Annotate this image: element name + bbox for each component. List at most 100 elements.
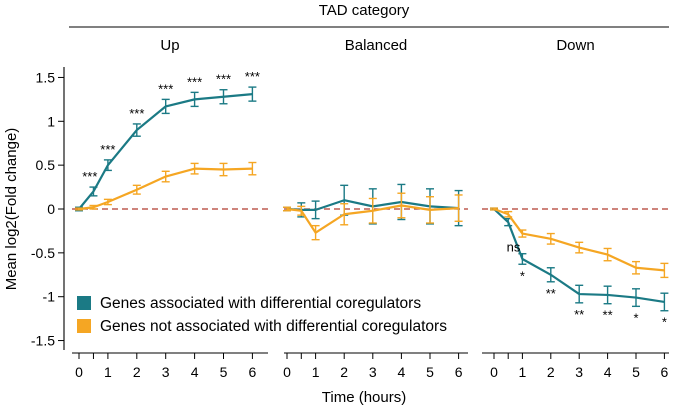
- series-line: [286, 204, 459, 234]
- x-tick-label: 3: [575, 364, 583, 380]
- x-tick-label: 2: [547, 364, 555, 380]
- x-tick-label: 1: [519, 364, 527, 380]
- error-bar: [283, 206, 291, 212]
- series-line: [286, 199, 459, 211]
- y-axis: 1.5 1 0.5 0 -0.5 -1 -1.5: [31, 67, 65, 350]
- y-tick-label: 1: [47, 113, 55, 129]
- error-bar: [161, 98, 170, 115]
- x-tick-label: 5: [632, 364, 640, 380]
- error-bar: [632, 260, 640, 275]
- error-bar: [89, 204, 98, 210]
- significance-label: **: [603, 308, 613, 323]
- significance-label: *: [662, 315, 667, 330]
- error-bar: [575, 284, 584, 304]
- legend-label-not-associated: Genes not associated with differential c…: [100, 318, 447, 335]
- error-bar: [504, 210, 513, 218]
- x-tick-label: 5: [426, 364, 434, 380]
- legend: Genes associated with differential coreg…: [77, 295, 447, 335]
- significance-label: *: [633, 310, 638, 325]
- error-bar: [248, 161, 257, 176]
- x-tick-label: 1: [104, 364, 112, 380]
- significance-label: **: [546, 286, 556, 301]
- panel-title: Up: [160, 37, 179, 54]
- error-bar: [132, 123, 141, 137]
- series-line: [493, 208, 665, 304]
- error-bar: [426, 196, 434, 224]
- y-tick-label: 0: [47, 201, 55, 217]
- significance-label: ***: [129, 106, 144, 121]
- series-associated: [490, 207, 669, 312]
- error-bar: [368, 197, 377, 224]
- series-not-associated: [75, 161, 257, 211]
- legend-swatch-associated: [77, 296, 91, 310]
- error-bar: [297, 205, 306, 216]
- y-axis-label: Mean log2(Fold change): [3, 128, 20, 291]
- y-tick-label: -1.5: [31, 333, 55, 349]
- series-line: [78, 167, 253, 211]
- error-bar: [397, 192, 406, 219]
- x-tick-label: 3: [162, 364, 170, 380]
- y-tick-label: -0.5: [31, 245, 55, 261]
- y-tick-label: -1: [43, 289, 56, 305]
- figure-title: TAD category: [319, 2, 410, 19]
- panel-title: Down: [556, 37, 594, 54]
- x-tick-label: 4: [191, 364, 199, 380]
- error-bar: [575, 241, 584, 254]
- x-tick-label: 0: [283, 364, 291, 380]
- x-tick-label: 0: [75, 364, 83, 380]
- significance-label: ***: [216, 72, 231, 87]
- panel-up: Up0 1 2 3 4 5 6************ *** *** ***: [72, 37, 268, 380]
- error-bar: [311, 200, 320, 220]
- error-bar: [89, 186, 98, 197]
- x-tick-label: 0: [490, 364, 498, 380]
- x-tick-label: 2: [340, 364, 348, 380]
- legend-swatch-not-associated: [77, 319, 91, 333]
- error-bar: [103, 198, 112, 206]
- error-bar: [132, 184, 141, 195]
- x-tick-label: 2: [133, 364, 141, 380]
- y-tick-label: 1.5: [36, 69, 56, 85]
- x-tick-label: 6: [661, 364, 669, 380]
- error-bar: [248, 86, 257, 102]
- significance-label: ***: [187, 74, 202, 89]
- x-tick-label: 4: [398, 364, 406, 380]
- error-bar: [632, 288, 640, 308]
- series-not-associated: [283, 192, 463, 241]
- error-bar: [546, 267, 555, 283]
- x-tick-label: 6: [455, 364, 463, 380]
- significance-label: ***: [100, 142, 115, 157]
- error-bar: [454, 194, 463, 222]
- significance-label: ns: [507, 240, 521, 255]
- y-tick-label: 0.5: [36, 157, 56, 173]
- x-tick-label: 3: [369, 364, 377, 380]
- series-not-associated: [490, 207, 669, 279]
- error-bar: [603, 247, 612, 262]
- error-bar: [518, 253, 527, 265]
- error-bar: [75, 207, 83, 211]
- error-bar: [103, 159, 112, 172]
- series-associated: [75, 86, 257, 212]
- error-bar: [603, 285, 612, 305]
- error-bar: [190, 91, 199, 108]
- error-bar: [546, 232, 555, 245]
- error-bar: [660, 292, 669, 312]
- error-bar: [190, 162, 199, 175]
- significance-label: *: [520, 268, 525, 283]
- legend-label-associated: Genes associated with differential coreg…: [100, 295, 421, 312]
- error-bar: [219, 89, 228, 105]
- significance-label: ***: [245, 69, 260, 84]
- significance-label: **: [574, 307, 584, 322]
- panel-title: Balanced: [345, 37, 408, 54]
- x-tick-label: 1: [312, 364, 320, 380]
- x-axis-label: Time (hours): [322, 389, 406, 406]
- error-bar: [518, 229, 527, 238]
- x-tick-label: 6: [249, 364, 257, 380]
- significance-label: ***: [158, 81, 173, 96]
- significance-label: ***: [82, 169, 97, 184]
- x-tick-label: 5: [220, 364, 228, 380]
- error-bar: [490, 207, 498, 211]
- error-bar: [311, 224, 320, 241]
